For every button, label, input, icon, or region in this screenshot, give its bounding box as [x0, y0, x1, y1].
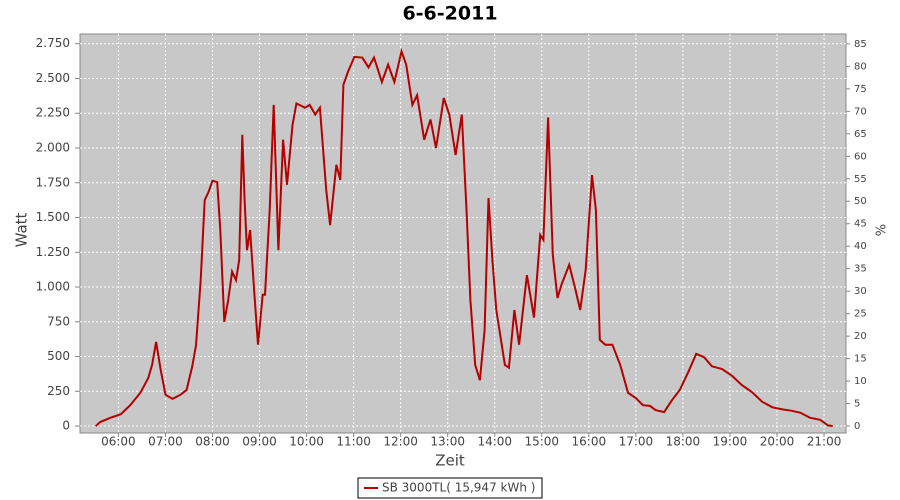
y2-tick-label: 30 [854, 286, 867, 297]
x-tick-label: 07:00 [148, 435, 183, 449]
y2-tick-label: 35 [854, 264, 867, 275]
y-tick-label: 750 [47, 314, 70, 328]
x-axis-label: Zeit [435, 452, 465, 470]
y2-tick-label: 75 [854, 84, 867, 95]
y-tick-label: 1.500 [36, 210, 70, 224]
y-tick-label: 1.250 [36, 245, 70, 259]
x-tick-label: 12:00 [383, 435, 418, 449]
x-tick-label: 15:00 [524, 435, 559, 449]
x-tick-label: 09:00 [242, 435, 277, 449]
data-line [95, 47, 833, 427]
legend-box [357, 477, 543, 499]
y-tick-label: 250 [47, 384, 70, 398]
y2-tick-label: 5 [854, 399, 860, 410]
x-tick-label: 19:00 [713, 435, 748, 449]
y-tick-label: 2.000 [36, 141, 70, 155]
y2-tick-label: 45 [854, 219, 867, 230]
y-axis-label: Watt [13, 212, 31, 247]
x-tick-label: 16:00 [572, 435, 607, 449]
x-tick-label: 20:00 [760, 435, 795, 449]
legend-label: SB 3000TL( 15,947 kWh ) [382, 481, 535, 495]
y-tick-label: 1.000 [36, 280, 70, 294]
y-tick-label: 2.500 [36, 71, 70, 85]
y-tick-label: 1.750 [36, 175, 70, 189]
x-tick-label: 21:00 [807, 435, 842, 449]
y2-tick-label: 80 [854, 61, 867, 72]
y2-tick-label: 25 [854, 309, 867, 320]
x-tick-label: 18:00 [666, 435, 701, 449]
x-tick-label: 11:00 [336, 435, 371, 449]
chart-title: 6-6-2011 [402, 3, 497, 25]
y2-tick-label: 0 [854, 421, 860, 432]
plot-area [79, 33, 847, 434]
x-tick-label: 13:00 [430, 435, 465, 449]
y-tick-label: 0 [62, 419, 70, 433]
x-tick-label: 10:00 [289, 435, 324, 449]
y2-tick-label: 15 [854, 354, 867, 365]
y-tick-label: 2.250 [36, 106, 70, 120]
y2-tick-label: 40 [854, 241, 867, 252]
x-tick-label: 08:00 [195, 435, 230, 449]
x-tick-label: 17:00 [619, 435, 654, 449]
y2-tick-label: 85 [854, 39, 867, 50]
y-tick-label: 2.750 [36, 36, 70, 50]
y2-tick-label: 10 [854, 376, 867, 387]
x-tick-label: 14:00 [477, 435, 512, 449]
x-tick-label: 06:00 [101, 435, 136, 449]
y2-tick-label: 55 [854, 174, 867, 185]
y-tick-label: 500 [47, 349, 70, 363]
y2-tick-label: 65 [854, 129, 867, 140]
y2-tick-label: 50 [854, 196, 867, 207]
y2-tick-label: 60 [854, 151, 867, 162]
y2-tick-label: 20 [854, 331, 867, 342]
y2-axis-label: % [875, 224, 890, 236]
y2-tick-label: 70 [854, 106, 867, 117]
